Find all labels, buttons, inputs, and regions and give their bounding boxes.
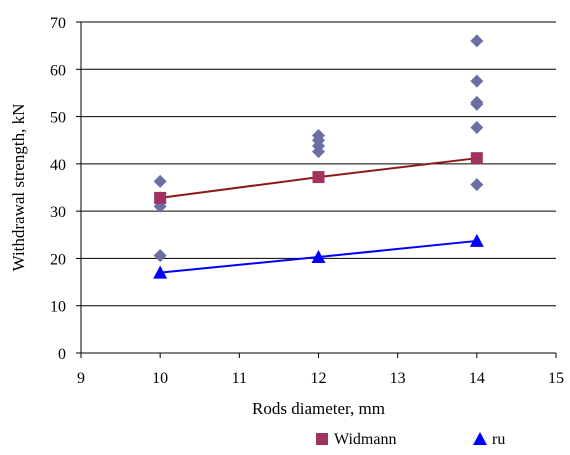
x-tick-labels: 9 10 11 12 13 14 15 <box>77 370 564 387</box>
point-data <box>470 178 484 192</box>
y-tick-label: 10 <box>50 299 66 316</box>
legend: Widmann ru <box>316 431 505 448</box>
point-Widmann <box>470 152 483 165</box>
point-data <box>470 74 484 88</box>
x-tick-label: 10 <box>152 370 168 387</box>
legend-marker-Widmann <box>316 433 328 445</box>
x-tick-label: 11 <box>232 370 247 387</box>
y-tick-label: 40 <box>50 157 66 174</box>
x-tick-label: 15 <box>548 370 564 387</box>
x-tick-label: 13 <box>390 370 406 387</box>
x-tick-label: 14 <box>469 370 485 387</box>
point-data <box>153 174 167 188</box>
series-markers <box>153 34 484 279</box>
point-data <box>470 34 484 48</box>
point-data <box>153 249 167 263</box>
point-data <box>312 145 325 159</box>
y-tick-label: 60 <box>50 62 66 79</box>
point-ru <box>311 250 326 263</box>
point-Widmann <box>154 191 167 204</box>
y-tick-label: 20 <box>50 251 66 268</box>
point-data <box>470 120 484 134</box>
point-ru <box>469 233 484 247</box>
y-tick-label: 70 <box>50 15 66 32</box>
y-axis-title: Withdrawal strength, kN <box>9 104 28 272</box>
y-tick-label: 30 <box>50 204 66 221</box>
point-Widmann <box>312 171 325 184</box>
point-ru <box>153 265 168 279</box>
y-tick-label: 50 <box>50 110 66 127</box>
legend-marker-ru <box>473 432 487 445</box>
x-tick-label: 12 <box>311 370 327 387</box>
y-tick-label: 0 <box>58 346 66 363</box>
legend-label-Widmann: Widmann <box>334 431 396 448</box>
point-data <box>470 97 484 111</box>
y-tick-labels: 0 10 20 30 40 50 60 70 <box>50 15 66 363</box>
x-axis-title: Rods diameter, mm <box>252 399 385 418</box>
x-tick-label: 9 <box>77 370 85 387</box>
legend-label-ru: ru <box>492 431 505 448</box>
plot-area <box>76 21 557 358</box>
